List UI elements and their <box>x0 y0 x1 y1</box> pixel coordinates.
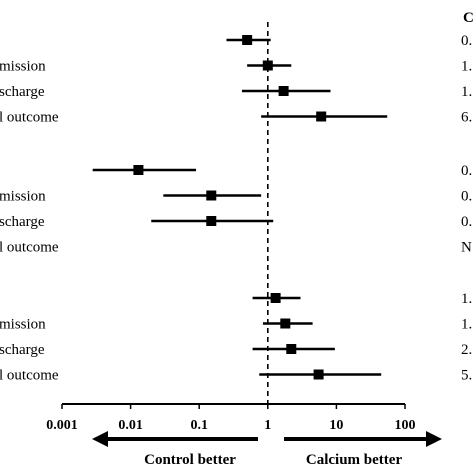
row-label: mission <box>0 317 46 333</box>
x-tick-label: 0.001 <box>46 418 78 433</box>
point-estimate-marker <box>206 216 217 226</box>
row-label: l outcome <box>0 240 59 256</box>
value-text: 5. <box>461 368 472 384</box>
row-label: l outcome <box>0 368 59 384</box>
value-text: 0. <box>461 33 472 49</box>
value-text: 1. <box>461 59 472 75</box>
control-better-label: Control better <box>144 452 236 468</box>
x-axis-ticks: 0.001 0.01 0.1 1 10 100 <box>46 404 416 433</box>
x-tick-label: 1 <box>264 418 271 433</box>
point-estimate-marker <box>242 35 253 45</box>
x-tick-label: 100 <box>395 418 416 433</box>
value-text: 0. <box>461 214 472 230</box>
value-text: 0. <box>461 163 472 179</box>
value-text: 0. <box>461 189 472 205</box>
x-tick-label: 10 <box>329 418 343 433</box>
forest-rows: 0. mission 1. scharge 1. l outcome 6. 0. mission… <box>0 33 472 384</box>
row-label: scharge <box>0 84 45 100</box>
right-arrow-head <box>426 431 442 447</box>
row-label: l outcome <box>0 110 59 126</box>
value-text: N <box>461 240 472 256</box>
point-estimate-marker <box>316 111 327 122</box>
point-estimate-marker <box>133 165 144 175</box>
direction-arrows <box>92 431 442 447</box>
left-arrow-head <box>92 431 108 447</box>
value-text: 1. <box>461 84 472 100</box>
row-label: mission <box>0 59 46 75</box>
point-estimate-marker <box>280 318 291 329</box>
value-text: 1. <box>461 317 472 333</box>
point-estimate-marker <box>270 293 281 303</box>
value-text: 6. <box>461 110 472 126</box>
value-text: 2. <box>461 342 472 358</box>
point-estimate-marker <box>313 369 324 380</box>
calcium-better-label: Calcium better <box>306 452 403 468</box>
x-tick-label: 0.1 <box>190 418 208 433</box>
point-estimate-marker <box>206 190 217 201</box>
row-label: scharge <box>0 214 45 230</box>
point-estimate-marker <box>278 86 289 96</box>
x-tick-label: 0.01 <box>118 418 143 433</box>
point-estimate-marker <box>286 344 297 354</box>
point-estimate-marker <box>262 60 273 71</box>
right-column-header: C <box>463 10 474 26</box>
row-label: scharge <box>0 342 45 358</box>
row-label: mission <box>0 189 46 205</box>
value-text: 1. <box>461 291 472 307</box>
